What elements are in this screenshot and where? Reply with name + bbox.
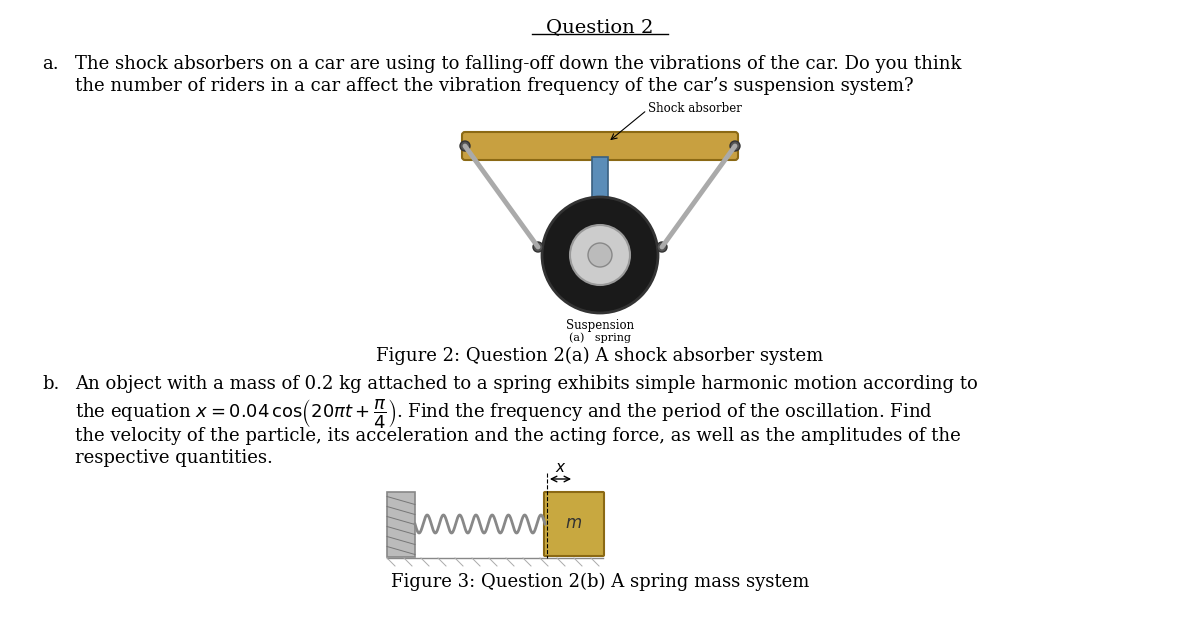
Text: Figure 2: Question 2(a) A shock absorber system: Figure 2: Question 2(a) A shock absorber… — [377, 347, 823, 366]
Bar — [592, 157, 608, 209]
Bar — [598, 209, 604, 227]
Bar — [386, 492, 415, 557]
Circle shape — [542, 197, 658, 313]
FancyBboxPatch shape — [462, 132, 738, 160]
Text: Figure 3: Question 2(b) A spring mass system: Figure 3: Question 2(b) A spring mass sy… — [391, 573, 809, 591]
Circle shape — [730, 141, 740, 151]
Circle shape — [533, 242, 542, 252]
Circle shape — [658, 242, 667, 252]
Circle shape — [460, 141, 470, 151]
Text: Question 2: Question 2 — [546, 18, 654, 36]
Text: Shock absorber: Shock absorber — [648, 102, 742, 115]
Text: respective quantities.: respective quantities. — [74, 449, 272, 467]
Text: the velocity of the particle, its acceleration and the acting force, as well as : the velocity of the particle, its accele… — [74, 427, 961, 445]
Text: The shock absorbers on a car are using to falling-off down the vibrations of the: The shock absorbers on a car are using t… — [74, 55, 961, 73]
Text: a.: a. — [42, 55, 59, 73]
Text: $x$: $x$ — [554, 461, 566, 475]
Text: b.: b. — [42, 375, 59, 393]
Text: Suspension: Suspension — [566, 319, 634, 332]
Text: $m$: $m$ — [565, 515, 582, 532]
Text: An object with a mass of 0.2 kg attached to a spring exhibits simple harmonic mo: An object with a mass of 0.2 kg attached… — [74, 375, 978, 393]
Circle shape — [588, 243, 612, 267]
Text: (a)   spring: (a) spring — [569, 332, 631, 342]
Text: the number of riders in a car affect the vibration frequency of the car’s suspen: the number of riders in a car affect the… — [74, 77, 913, 95]
Text: the equation $x = 0.04\,\cos\!\left(20\pi t + \dfrac{\pi}{4}\right)$. Find the f: the equation $x = 0.04\,\cos\!\left(20\p… — [74, 397, 932, 430]
FancyBboxPatch shape — [544, 492, 604, 556]
Circle shape — [570, 225, 630, 285]
